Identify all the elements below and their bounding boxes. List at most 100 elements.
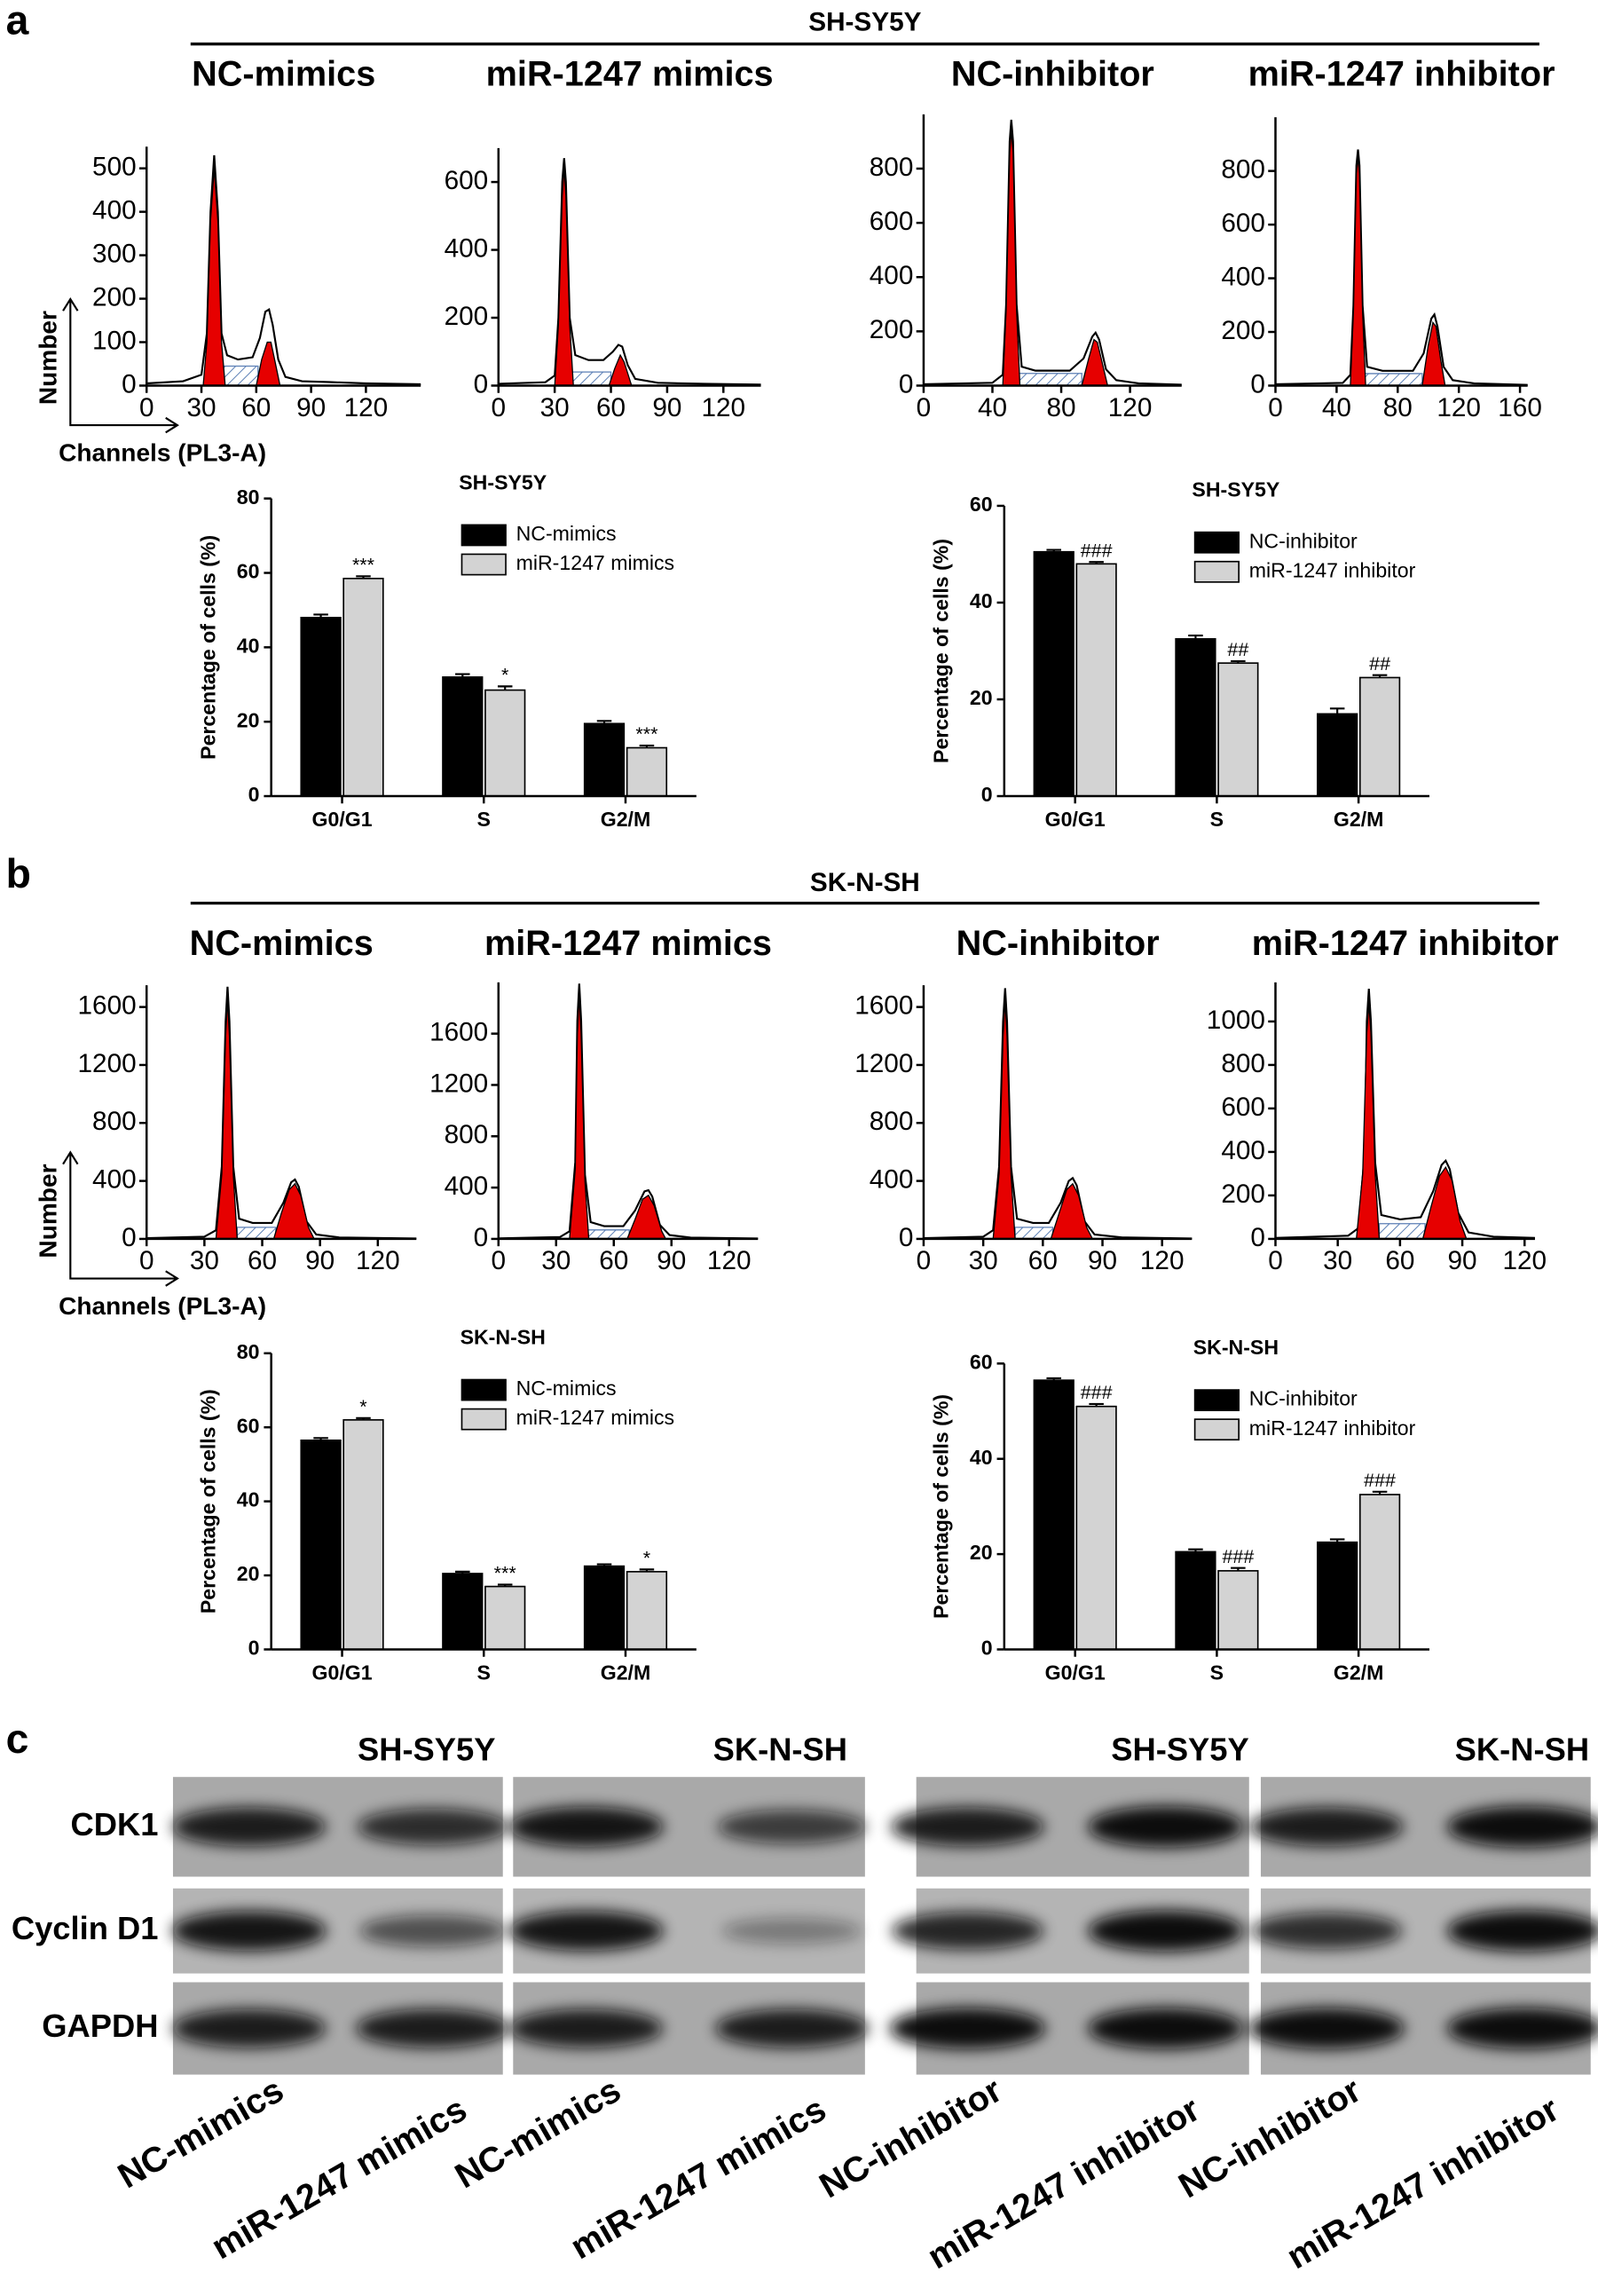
blot-band — [172, 1807, 327, 1847]
row-label: GAPDH — [42, 2008, 158, 2044]
lane-label: NC-inhibitor — [813, 2071, 1008, 2206]
y-tick-label: 0 — [1250, 369, 1265, 398]
legend-label: NC-inhibitor — [1249, 1387, 1358, 1410]
axis-label: Channels (PL3-A) — [59, 1292, 266, 1320]
x-tick-label: 0 — [492, 393, 507, 422]
histogram-phase — [272, 1182, 316, 1240]
x-tick-label: 60 — [1385, 1246, 1414, 1275]
blot-band — [721, 1918, 862, 1945]
y-tick-label: 600 — [1221, 209, 1265, 238]
y-tick-label: 400 — [1221, 262, 1265, 291]
panel-letter: a — [6, 0, 30, 43]
histogram-outline — [923, 988, 1193, 1240]
axis-label: Number — [35, 1164, 62, 1258]
row-label: Cyclin D1 — [12, 1910, 159, 1946]
legend-swatch — [1193, 1389, 1240, 1412]
y-tick-label: 400 — [1221, 1136, 1265, 1165]
x-tick-label: 60 — [1028, 1246, 1058, 1275]
y-tick-label: 60 — [970, 493, 993, 516]
y-tick-label: 0 — [1250, 1223, 1265, 1252]
y-tick-label: 600 — [445, 166, 489, 195]
y-tick-label: 0 — [122, 369, 137, 398]
histogram-outline — [498, 158, 761, 386]
x-tick-label: 120 — [1140, 1246, 1185, 1275]
y-tick-label: 60 — [237, 560, 260, 583]
significance-label: * — [501, 664, 509, 685]
bar — [1217, 1570, 1259, 1651]
axis-label: Percentage of cells (%) — [196, 535, 219, 760]
blot-band — [1251, 1913, 1403, 1950]
x-tick-label: 60 — [241, 393, 271, 422]
blot-band — [1446, 2008, 1598, 2049]
y-tick-label: 200 — [445, 302, 489, 331]
chart-title: miR-1247 inhibitor — [1248, 54, 1555, 93]
significance-label: *** — [352, 554, 375, 575]
significance-label: ### — [1081, 1382, 1113, 1403]
histogram-phase — [1014, 1227, 1054, 1240]
y-tick-label: 60 — [237, 1414, 260, 1437]
bar — [583, 722, 626, 797]
x-tick-label: 120 — [1502, 1246, 1547, 1275]
y-tick-label: 40 — [237, 634, 260, 657]
bar — [1175, 1550, 1216, 1651]
y-tick-label: 800 — [92, 1107, 137, 1136]
bar — [1317, 1541, 1358, 1651]
x-tick-label: 30 — [190, 1246, 219, 1275]
panel-letter: c — [6, 1716, 29, 1762]
significance-label: * — [643, 1547, 651, 1568]
y-tick-label: 1200 — [854, 1049, 913, 1078]
axis-label: Channels (PL3-A) — [59, 439, 266, 467]
histogram-phase — [586, 1229, 630, 1240]
y-tick-label: 600 — [1221, 1093, 1265, 1122]
axis-label: Percentage of cells (%) — [930, 1394, 953, 1619]
chart-title: miR-1247 inhibitor — [1252, 924, 1559, 963]
axis-arrow — [62, 296, 179, 434]
blot-band — [509, 1806, 664, 1847]
y-tick-label: 800 — [870, 153, 914, 182]
blot-band — [1248, 2008, 1405, 2049]
blot-band — [357, 1808, 508, 1845]
y-tick-label: 0 — [981, 1637, 993, 1660]
blot-band — [509, 1911, 664, 1952]
histogram-phase — [1355, 1004, 1381, 1240]
y-tick-label: 800 — [445, 1120, 489, 1149]
bar — [1217, 662, 1259, 797]
y-tick-label: 40 — [970, 1446, 993, 1469]
histogram-phase — [1050, 1182, 1094, 1240]
x-tick-label: G2/M — [601, 1661, 651, 1685]
y-tick-label: 0 — [899, 1223, 914, 1252]
chart-title: NC-mimics — [192, 54, 375, 93]
significance-label: ### — [1081, 540, 1113, 561]
axis-arrow — [62, 1150, 179, 1287]
blot-band — [891, 1807, 1044, 1847]
y-tick-label: 200 — [870, 315, 914, 344]
x-tick-label: 120 — [701, 393, 745, 422]
x-tick-label: G2/M — [601, 808, 651, 831]
x-tick-label: 120 — [356, 1246, 400, 1275]
x-tick-label: 160 — [1498, 393, 1542, 422]
blot-band — [717, 1810, 866, 1844]
significance-label: ## — [1369, 653, 1390, 675]
x-tick-label: 60 — [599, 1246, 628, 1275]
x-tick-label: 30 — [541, 1246, 571, 1275]
x-tick-label: 30 — [1323, 1246, 1352, 1275]
x-tick-label: 40 — [1322, 393, 1351, 422]
x-tick-label: 30 — [186, 393, 216, 422]
bar — [442, 1573, 484, 1651]
y-tick-label: 0 — [899, 369, 914, 398]
x-tick-label: 90 — [305, 1246, 335, 1275]
histogram-outline — [498, 983, 759, 1240]
y-tick-label: 200 — [92, 282, 137, 312]
y-tick-label: 1000 — [1207, 1006, 1265, 1035]
histogram-outline — [1275, 149, 1528, 386]
blot-band — [172, 2008, 327, 2048]
bar — [1075, 1405, 1117, 1651]
y-tick-label: 400 — [870, 1164, 914, 1194]
bar — [1033, 550, 1075, 797]
y-tick-label: 600 — [870, 207, 914, 236]
axis-label: Percentage of cells (%) — [930, 539, 953, 763]
bar — [1358, 1494, 1401, 1651]
blot-band — [1088, 2008, 1244, 2049]
histogram-phase — [554, 168, 574, 387]
